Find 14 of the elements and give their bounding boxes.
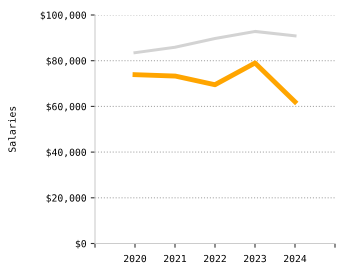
x-tick-label: 2021 [164, 254, 186, 262]
x-tick-label: 2022 [204, 254, 226, 262]
x-tick-label: 2024 [284, 254, 306, 262]
y-axis-title: Salaries [8, 106, 16, 152]
x-tick-label: 2020 [124, 254, 146, 262]
y-tick-label: $60,000 [46, 102, 86, 112]
y-tick-label: $20,000 [46, 194, 86, 203]
x-tick-label: 2023 [244, 254, 266, 262]
line-series [133, 30, 297, 54]
y-tick-label: $100,000 [40, 11, 86, 20]
y-tick-label: $80,000 [46, 57, 86, 66]
y-tick-label: $0 [76, 240, 86, 249]
y-tick-label: $40,000 [46, 148, 86, 158]
line-series [132, 60, 298, 104]
